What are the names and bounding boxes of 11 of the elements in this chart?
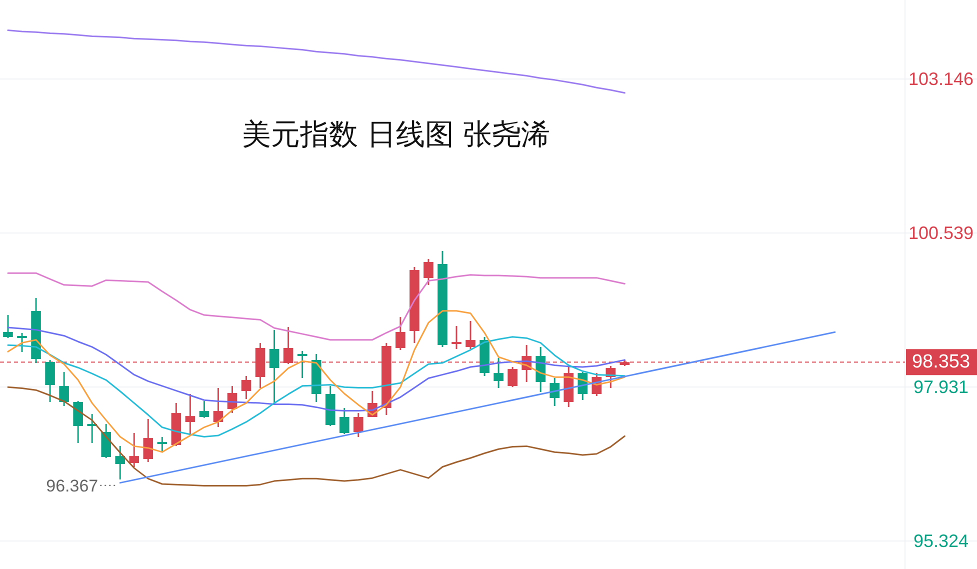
y-tick-label: 100.539: [908, 222, 974, 243]
line-series: [7, 30, 626, 94]
ref-label: 98.353: [906, 349, 977, 376]
line-series: [7, 272, 626, 341]
line-series: [7, 336, 626, 438]
annotation: 96.367: [46, 476, 98, 496]
y-tick-label: 95.324: [913, 531, 969, 552]
y-tick-label: 97.931: [913, 377, 969, 398]
text: 美元指数 日线图 张尧浠: [242, 117, 550, 151]
ref-line-label: 98.353: [912, 352, 970, 373]
y-tick-label: 103.146: [908, 68, 974, 89]
